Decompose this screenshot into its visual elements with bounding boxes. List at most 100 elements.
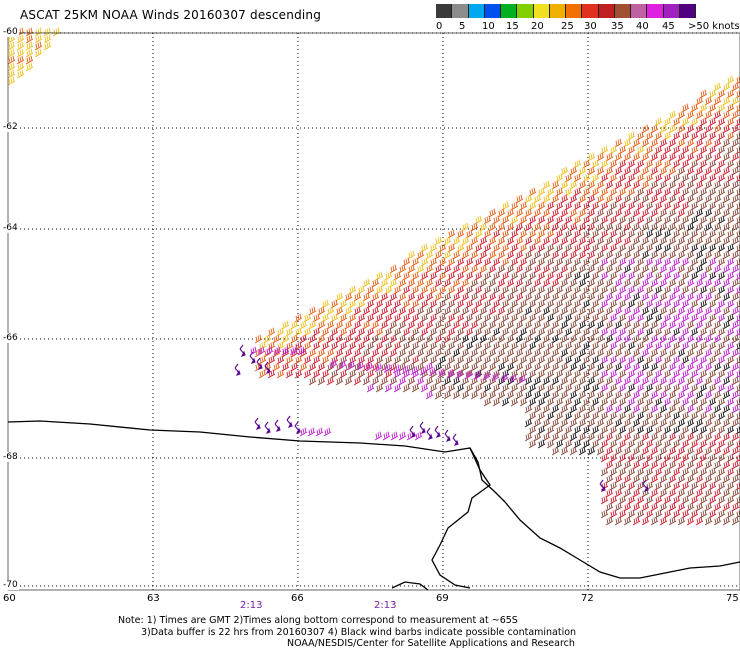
wind-barb	[659, 432, 668, 442]
wind-barb	[618, 453, 627, 463]
wind-barb	[686, 348, 695, 358]
wind-barb	[591, 271, 600, 281]
wind-barb	[239, 344, 246, 357]
wind-barb	[695, 250, 704, 260]
wind-barb	[389, 264, 398, 274]
wind-barb	[681, 439, 690, 449]
wind-barb	[659, 418, 668, 428]
wind-barb	[609, 229, 618, 239]
wind-barb	[717, 257, 726, 267]
wind-barb	[713, 418, 722, 428]
wind-barb	[713, 236, 722, 246]
wind-barb	[371, 292, 380, 302]
wind-barb	[497, 320, 506, 330]
wind-barb	[411, 327, 420, 337]
wind-barb	[587, 194, 596, 204]
wind-barb	[409, 425, 416, 438]
wind-barb	[722, 516, 731, 526]
wind-barb	[614, 474, 623, 484]
wind-barb	[587, 180, 596, 190]
wind-barb	[265, 346, 274, 356]
wind-barb	[479, 292, 488, 302]
wind-barb	[713, 516, 722, 526]
wind-barb	[537, 187, 546, 197]
wind-barb	[438, 327, 447, 337]
wind-barb	[380, 292, 389, 302]
wind-barb	[623, 166, 632, 176]
wind-barb	[330, 299, 339, 309]
wind-barb	[398, 320, 407, 330]
wind-barb	[492, 229, 501, 239]
wind-barb	[600, 201, 609, 211]
wind-barb	[551, 334, 560, 344]
wind-barb	[636, 229, 645, 239]
wind-barb	[596, 236, 605, 246]
wind-barb	[659, 292, 668, 302]
wind-barb	[286, 415, 293, 428]
wind-barb	[569, 390, 578, 400]
wind-barb	[501, 355, 510, 365]
wind-barb	[515, 348, 524, 358]
wind-barb	[348, 355, 357, 365]
lat-label: -68	[2, 452, 19, 462]
wind-barb	[326, 320, 335, 330]
wind-barb	[474, 341, 483, 351]
wind-barb	[690, 145, 699, 155]
wind-barb	[726, 341, 735, 351]
wind-barb	[353, 376, 362, 386]
wind-barb	[654, 187, 663, 197]
wind-barb	[380, 376, 389, 386]
wind-barb	[353, 292, 362, 302]
wind-barb	[668, 264, 677, 274]
wind-barb	[569, 264, 578, 274]
wind-barb	[731, 180, 740, 190]
wind-barb	[713, 376, 722, 386]
wind-barb	[425, 334, 434, 344]
colorbar-swatch	[484, 4, 501, 18]
wind-barb	[375, 285, 384, 295]
wind-barb	[294, 341, 303, 351]
wind-barb	[627, 173, 636, 183]
wind-barb	[713, 180, 722, 190]
wind-barb	[614, 362, 623, 372]
wind-barb	[452, 320, 461, 330]
wind-barb	[573, 187, 582, 197]
wind-barb	[492, 397, 501, 407]
wind-barb	[713, 334, 722, 344]
wind-barb	[470, 222, 479, 232]
wind-barb	[636, 215, 645, 225]
wind-barb	[596, 418, 605, 428]
wind-barb	[641, 488, 650, 498]
wind-barb	[407, 376, 416, 386]
wind-barb	[614, 222, 623, 232]
wind-barb	[533, 390, 542, 400]
wind-barb	[672, 383, 681, 393]
wind-barb	[546, 285, 555, 295]
wind-barb	[645, 187, 654, 197]
wind-barb	[704, 250, 713, 260]
wind-barb	[609, 495, 618, 505]
wind-barb	[699, 145, 708, 155]
wind-barb	[713, 362, 722, 372]
wind-barb	[25, 48, 34, 58]
wind-barb	[519, 243, 528, 253]
wind-barb	[537, 383, 546, 393]
wind-barb	[726, 257, 735, 267]
wind-barb	[686, 432, 695, 442]
wind-barb	[542, 432, 551, 442]
wind-barb	[641, 124, 650, 134]
wind-barb	[294, 327, 303, 337]
wind-barb	[7, 62, 16, 72]
wind-barb	[312, 313, 321, 323]
wind-barb	[281, 320, 290, 330]
wind-barb	[524, 376, 533, 386]
wind-barb	[609, 453, 618, 463]
wind-barb	[623, 474, 632, 484]
wind-barb	[731, 432, 740, 442]
wind-barb	[317, 334, 326, 344]
wind-barb	[398, 264, 407, 274]
wind-barb	[573, 425, 582, 435]
wind-barb	[383, 363, 392, 373]
wind-barb	[446, 368, 455, 378]
wind-barb	[614, 264, 623, 274]
